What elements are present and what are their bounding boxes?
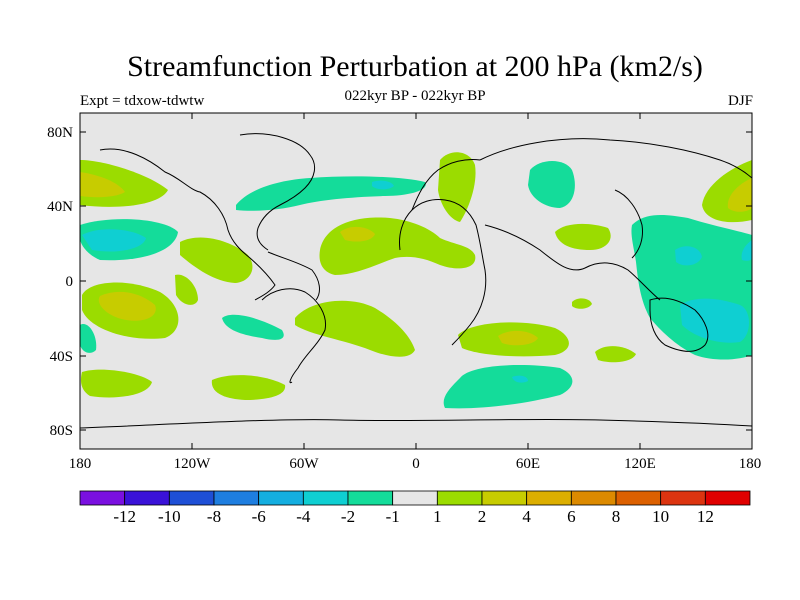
contour-region bbox=[555, 223, 611, 250]
contour-region bbox=[498, 330, 538, 346]
contour-region bbox=[572, 298, 592, 309]
lat-tick-label: 40N bbox=[47, 199, 73, 215]
contour-region bbox=[512, 375, 528, 383]
contour-region bbox=[211, 375, 286, 400]
colorbar-box bbox=[660, 490, 706, 506]
contour-region bbox=[295, 300, 415, 357]
colorbar-box bbox=[347, 490, 394, 506]
colorbar-box bbox=[213, 490, 260, 506]
coastline bbox=[614, 189, 643, 259]
lat-tick-label: 40S bbox=[50, 349, 73, 365]
contour-region bbox=[98, 291, 156, 321]
contour-region bbox=[372, 180, 394, 190]
contour-region bbox=[175, 274, 198, 305]
period-label: 022kyr BP - 022kyr BP bbox=[344, 88, 486, 104]
colorbar-box bbox=[258, 490, 304, 506]
contour-region bbox=[82, 229, 146, 252]
coastlines bbox=[80, 133, 752, 429]
plot-title: Streamfunction Perturbation at 200 hPa (… bbox=[127, 50, 703, 83]
contour-region bbox=[675, 246, 702, 266]
colorbar-box bbox=[436, 490, 483, 506]
lon-tick-label: 60W bbox=[289, 456, 319, 472]
coastline bbox=[484, 224, 661, 301]
lat-axis bbox=[80, 131, 752, 431]
colorbar-box bbox=[526, 490, 572, 506]
lon-tick-label: 180 bbox=[69, 456, 92, 472]
lat-tick-label: 80N bbox=[47, 125, 73, 141]
lat-tick-label: 0 bbox=[66, 274, 74, 290]
colorbar-box bbox=[481, 490, 528, 506]
colorbar-box bbox=[124, 490, 170, 506]
contour-region bbox=[80, 172, 125, 198]
lon-axis bbox=[191, 113, 641, 449]
colorbar bbox=[79, 490, 751, 506]
lon-tick-label: 60E bbox=[516, 456, 540, 472]
contour-region bbox=[680, 298, 749, 343]
colorbar-box bbox=[392, 490, 438, 506]
contour-region bbox=[438, 152, 476, 222]
experiment-label: Expt = tdxow-tdwtw bbox=[80, 93, 205, 109]
contour-region bbox=[80, 369, 152, 398]
coastline-australia bbox=[649, 297, 709, 352]
colorbar-box bbox=[570, 490, 617, 506]
coastline bbox=[267, 251, 320, 301]
contour-region bbox=[443, 365, 573, 409]
colorbar-box bbox=[615, 490, 662, 506]
lon-tick-label: 120E bbox=[624, 456, 656, 472]
lon-tick-label: 0 bbox=[412, 456, 420, 472]
coastline bbox=[479, 138, 752, 179]
coastline bbox=[411, 159, 481, 211]
coastline bbox=[239, 133, 316, 251]
lat-tick-label: 80S bbox=[50, 423, 73, 439]
contour-region bbox=[222, 314, 284, 340]
contour-region bbox=[528, 161, 575, 208]
colorbar-box bbox=[168, 490, 215, 506]
contour-region bbox=[340, 226, 375, 242]
coastline bbox=[99, 148, 276, 301]
contour-region bbox=[80, 324, 97, 353]
contour-region bbox=[180, 237, 253, 283]
contour-fields bbox=[80, 152, 752, 409]
contour-region bbox=[741, 240, 752, 261]
lon-tick-label: 180 bbox=[739, 456, 762, 472]
lon-tick-label: 120W bbox=[174, 456, 212, 472]
contour-region bbox=[727, 178, 752, 212]
coastline bbox=[261, 288, 327, 384]
colorbar-box bbox=[79, 490, 126, 506]
colorbar-box bbox=[704, 490, 751, 506]
contour-region bbox=[595, 346, 636, 363]
coastline-antarctica bbox=[80, 418, 752, 429]
season-label: DJF bbox=[727, 93, 753, 109]
colorbar-box bbox=[302, 490, 349, 506]
